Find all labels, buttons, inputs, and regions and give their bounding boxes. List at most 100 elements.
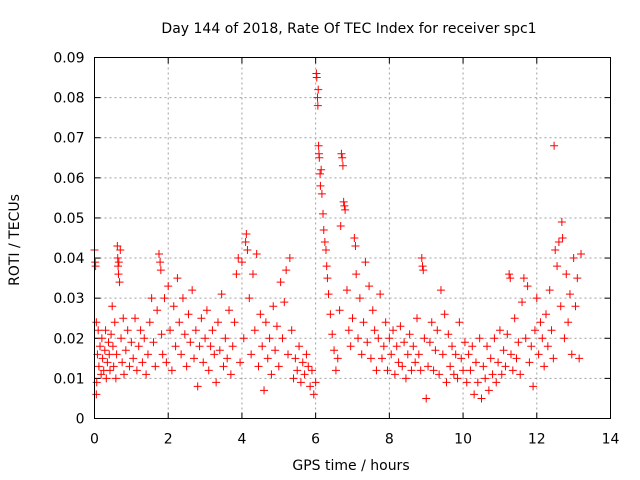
data-point: [335, 306, 344, 315]
data-point: [424, 362, 433, 371]
data-point: [351, 242, 360, 251]
data-point: [473, 378, 482, 387]
data-point: [230, 318, 239, 327]
data-point: [565, 290, 574, 299]
data-point: [333, 354, 342, 363]
data-point: [392, 342, 401, 351]
data-point: [184, 310, 193, 319]
data-point: [138, 358, 147, 367]
data-point: [464, 350, 473, 359]
data-point: [350, 234, 359, 242]
y-axis-label: ROTI / TECUs: [7, 194, 23, 286]
data-point: [468, 342, 477, 351]
data-point: [577, 250, 586, 259]
data-point: [195, 342, 204, 351]
data-point: [166, 326, 175, 335]
data-point: [460, 338, 469, 347]
data-point: [372, 366, 381, 375]
data-point: [471, 358, 480, 367]
data-point: [431, 346, 440, 355]
data-point: [114, 258, 123, 267]
data-point: [256, 310, 265, 319]
data-point: [282, 266, 291, 275]
data-point: [92, 378, 101, 387]
data-point: [342, 286, 351, 295]
data-point: [390, 370, 399, 379]
data-point: [112, 350, 121, 359]
data-point: [186, 338, 195, 347]
x-tick-label: 6: [311, 432, 320, 448]
data-point: [276, 278, 285, 287]
data-point: [448, 342, 457, 351]
data-point: [560, 334, 569, 343]
data-point: [394, 358, 403, 367]
data-point: [352, 270, 361, 279]
data-point: [506, 274, 515, 283]
data-point: [190, 354, 199, 363]
y-tick-label: 0: [76, 412, 85, 428]
data-point: [462, 378, 471, 387]
data-point: [564, 318, 573, 327]
data-point: [314, 141, 323, 150]
data-point: [156, 266, 165, 275]
data-point: [199, 358, 208, 367]
data-point: [202, 306, 211, 315]
data-point: [293, 366, 302, 375]
data-point: [265, 334, 274, 343]
data-point: [508, 366, 517, 375]
data-point: [94, 326, 103, 335]
data-point: [134, 342, 143, 351]
data-point: [518, 298, 527, 307]
data-point: [156, 258, 165, 267]
data-point: [453, 374, 462, 383]
data-point: [525, 358, 534, 367]
data-point: [115, 278, 124, 287]
data-point: [569, 254, 578, 263]
x-axis-label: GPS time / hours: [292, 458, 409, 474]
data-point: [328, 330, 337, 339]
x-tick-label: 8: [385, 432, 394, 448]
data-point: [300, 370, 309, 379]
data-point: [442, 378, 451, 387]
data-point: [307, 366, 316, 375]
data-point: [398, 362, 407, 371]
data-point: [562, 270, 571, 279]
data-point: [519, 274, 528, 283]
y-tick-label: 0.02: [53, 331, 84, 347]
data-point: [180, 330, 189, 339]
data-point: [501, 362, 510, 371]
data-point: [261, 318, 270, 327]
data-point: [411, 358, 420, 367]
data-point: [368, 306, 377, 315]
data-point: [219, 362, 228, 371]
data-point: [117, 334, 126, 343]
data-point: [547, 326, 556, 335]
data-point: [510, 314, 519, 323]
data-point: [346, 342, 355, 351]
data-point: [484, 386, 493, 395]
data-point: [107, 330, 116, 339]
data-point: [403, 350, 412, 359]
data-point: [132, 366, 141, 375]
data-point: [236, 358, 245, 367]
data-point: [567, 350, 576, 359]
data-point: [260, 386, 269, 395]
data-point: [418, 262, 427, 271]
data-point: [285, 254, 294, 263]
y-tick-label: 0.08: [53, 91, 84, 107]
data-point: [413, 314, 421, 323]
data-point: [558, 234, 567, 242]
x-tick-label: 4: [237, 432, 246, 448]
data-point: [210, 350, 219, 359]
data-point: [405, 330, 414, 339]
data-point: [313, 93, 322, 102]
data-point: [556, 302, 565, 311]
data-point: [225, 306, 234, 315]
data-point: [321, 246, 330, 255]
data-point: [554, 238, 563, 247]
data-point: [289, 374, 298, 383]
data-point: [215, 346, 224, 355]
data-point: [427, 318, 436, 327]
data-point: [354, 334, 363, 343]
data-point: [571, 302, 580, 311]
